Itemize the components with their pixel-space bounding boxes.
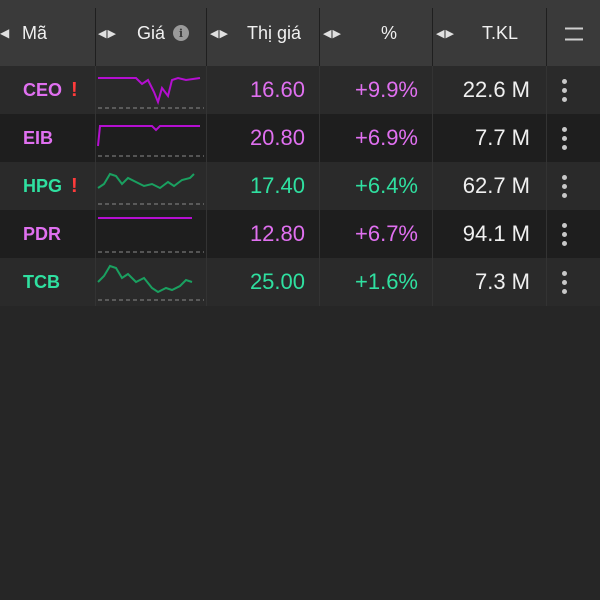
volume-cell: 22.6 M [462,77,530,102]
info-icon[interactable]: i [173,25,190,41]
sparkline-chart [97,264,204,301]
table-row[interactable]: TCB 25.00 +1.6% 7.3 M [0,258,600,306]
column-divider [95,114,96,162]
column-divider [546,66,547,114]
column-divider [319,162,320,210]
column-divider [95,210,96,258]
hamburger-icon[interactable] [565,27,583,41]
column-divider [319,66,320,114]
symbol-cell[interactable]: TCB [23,258,60,306]
more-vert-icon[interactable] [556,114,572,162]
more-vert-icon[interactable] [556,258,572,306]
price-cell: 12.80 [249,221,305,246]
sort-arrows-icon[interactable]: ◀▶ [323,27,342,40]
volume-cell: 94.1 M [462,221,530,246]
price-cell: 25.00 [249,269,305,294]
column-divider [206,162,207,210]
column-divider [95,258,96,306]
volume-cell: 7.3 M [474,269,530,294]
sparkline-path [97,172,195,190]
symbol-cell[interactable]: PDR [23,210,61,258]
sparkline-chart [97,172,204,205]
column-divider [546,162,547,210]
exclamation-icon: ! [71,174,78,197]
symbol-label: HPG [23,175,63,196]
price-cell: 17.40 [249,173,305,198]
column-divider [206,66,207,114]
column-divider [546,258,547,306]
header-market-price[interactable]: Thị giá [247,22,302,43]
table-header: ◀ Mã ◀▶ Giá i ◀▶ Thị giá ◀▶ % ◀▶ T.KL [0,0,600,66]
column-divider [546,210,547,258]
symbol-cell[interactable]: EIB [23,114,53,162]
sparkline-path [98,76,201,106]
column-divider [432,210,433,258]
sort-arrows-icon[interactable]: ◀▶ [98,27,117,40]
more-vert-icon[interactable] [556,66,572,114]
sparkline-path [97,264,193,294]
table-row[interactable]: EIB 20.80 +6.9% 7.7 M [0,114,600,162]
header-percent[interactable]: % [381,22,398,43]
symbol-label: PDR [23,223,62,244]
more-vert-icon[interactable] [556,162,572,210]
exclamation-icon: ! [71,78,78,101]
change-cell: +9.9% [355,77,418,102]
symbol-cell[interactable]: HPG! [23,162,78,210]
collapse-left-icon[interactable]: ◀ [0,26,10,40]
price-cell: 16.60 [249,77,305,102]
column-divider [319,258,320,306]
header-volume[interactable]: T.KL [482,22,519,43]
change-cell: +1.6% [355,269,418,294]
price-cell: 20.80 [249,125,305,150]
column-divider [206,114,207,162]
symbol-label: CEO [23,79,63,100]
column-divider [432,114,433,162]
volume-cell: 62.7 M [462,173,530,198]
column-divider [206,210,207,258]
column-divider [95,162,96,210]
sort-arrows-icon[interactable]: ◀▶ [436,27,455,40]
header-symbol[interactable]: Mã [22,22,48,43]
table-row[interactable]: PDR 12.80 +6.7% 94.1 M [0,210,600,258]
change-cell: +6.4% [355,173,418,198]
symbol-label: TCB [23,271,60,292]
sparkline-chart [98,217,204,253]
symbol-cell[interactable]: CEO! [23,66,78,114]
column-divider [206,258,207,306]
more-vert-icon[interactable] [556,210,572,258]
header-price[interactable]: Giá i [137,0,190,66]
sparkline-chart [97,125,204,157]
column-divider [95,66,96,114]
column-divider [432,66,433,114]
change-cell: +6.9% [355,125,418,150]
table-row[interactable]: HPG! 17.40 +6.4% 62.7 M [0,162,600,210]
volume-cell: 7.7 M [474,125,530,150]
column-divider [432,162,433,210]
column-divider [319,114,320,162]
header-price-label: Giá [137,22,166,43]
column-divider [319,210,320,258]
column-divider [546,114,547,162]
table-row[interactable]: CEO! 16.60 +9.9% 22.6 M [0,66,600,114]
sparkline-chart [98,76,204,109]
change-cell: +6.7% [355,221,418,246]
column-divider [432,258,433,306]
symbol-label: EIB [23,127,54,148]
sparkline-path [97,125,200,147]
sort-arrows-icon[interactable]: ◀▶ [210,27,229,40]
